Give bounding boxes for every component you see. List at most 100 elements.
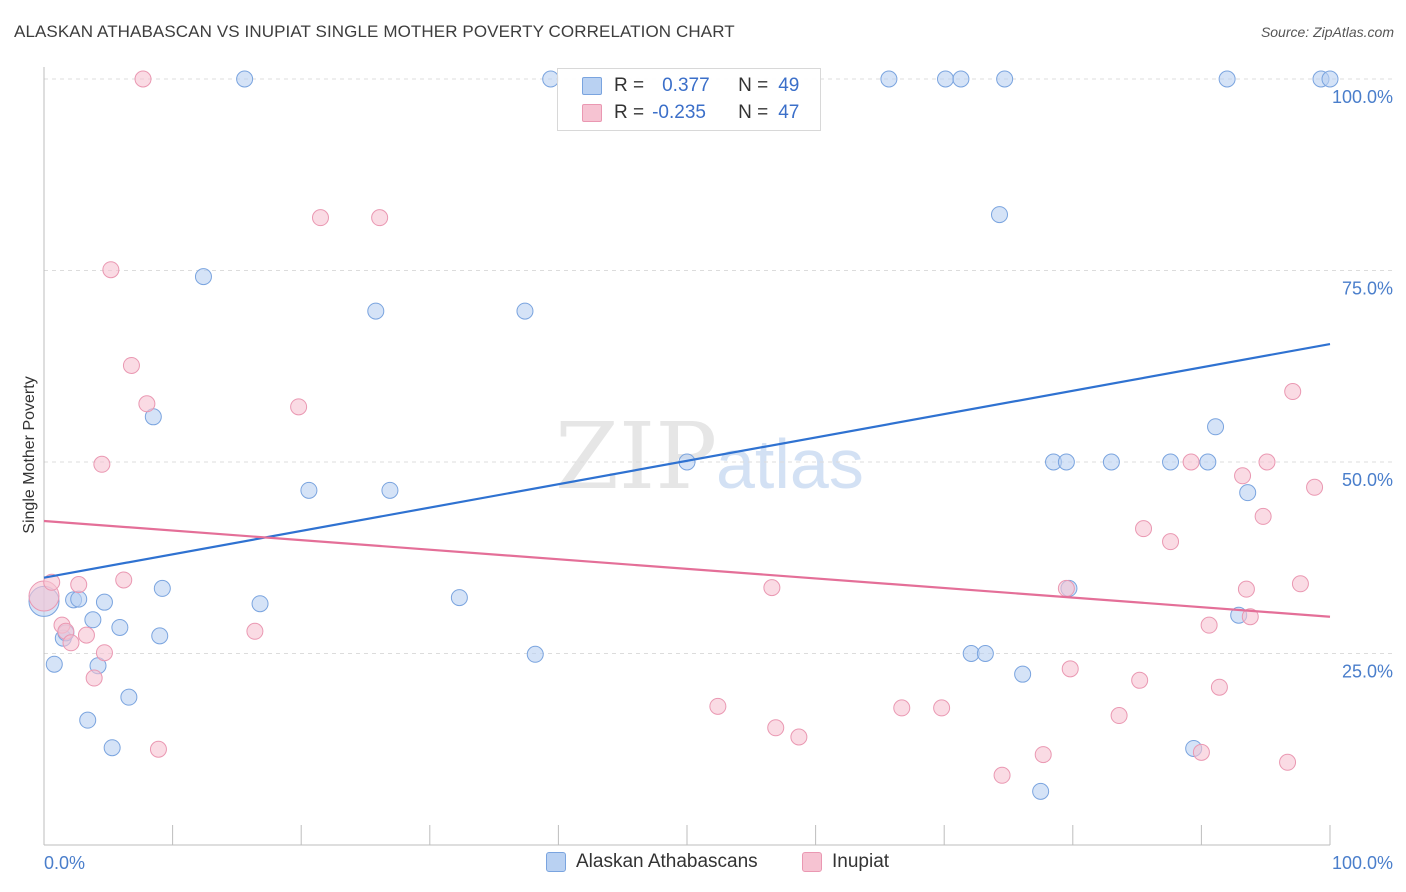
athabascan-point [990,206,1008,224]
correlation-legend: R = 0.377 N = 49 R = -0.235 N = 47 [557,68,821,131]
inupiat-point [371,209,389,227]
n-label: N = [738,75,769,96]
inupiat-point [1057,579,1075,597]
athabascan-point [1057,453,1075,471]
inupiat-point [1192,743,1210,761]
inupiat-point [1241,608,1259,626]
y-tick-label: 25.0% [1342,662,1393,682]
inupiat-point [1034,746,1052,764]
inupiat-point [246,622,264,640]
inupiat-point [1279,753,1297,771]
inupiat-point [763,579,781,597]
athabascan-point [120,688,138,706]
legend-label-athabascans: Alaskan Athabascans [576,851,758,872]
athabascan-point [300,481,318,499]
athabascan-point [70,590,88,608]
athabascan-point [1102,453,1120,471]
n-value: 47 [778,102,800,123]
inupiat-point [1162,533,1180,551]
athabascan-point [45,655,63,673]
n-value: 49 [778,75,800,96]
athabascan-point [1199,453,1217,471]
athabascan-point [1218,70,1236,88]
athabascan-trendline [43,342,1331,579]
athabascan-point [84,611,102,629]
inupiat-point [1291,575,1309,593]
athabascan-point [95,593,113,611]
athabascan-point [976,645,994,662]
inupiat-point [115,571,133,589]
legend-label-inupiat: Inupiat [832,851,890,872]
inupiat-point [149,740,167,758]
pink-swatch [582,104,602,122]
athabascan-point [936,70,954,88]
r-value: -0.235 [652,102,706,123]
legend-row-inupiat: R = -0.235 N = 47 [582,101,799,125]
inupiat-point [790,728,808,746]
x-tick-label-max: 100.0% [1332,853,1393,873]
athabascan-point [153,579,171,597]
y-tick-label: 75.0% [1342,279,1393,299]
athabascan-point [996,70,1014,88]
inupiat-point [993,766,1011,784]
inupiat-point [1210,678,1228,696]
inupiat-point [102,261,120,279]
blue-swatch [546,852,566,872]
athabascan-point [1162,453,1180,471]
inupiat-point [70,576,88,594]
athabascan-point [367,302,385,320]
inupiat-point [122,356,140,374]
athabascan-point [251,595,269,613]
inupiat-point [1258,453,1276,471]
athabascan-point [526,645,544,663]
source-label: Source: ZipAtlas.com [1260,24,1394,40]
y-tick-label: 50.0% [1342,470,1393,490]
inupiat-point [77,626,95,644]
inupiat-point [93,455,111,473]
athabascan-point [1014,665,1032,683]
inupiat-point [138,395,156,413]
inupiat-point [1131,671,1149,689]
inupiat-point [1284,383,1302,401]
inupiat-point [290,398,308,416]
blue-swatch [582,77,602,95]
inupiat-point [134,70,152,88]
inupiat-point [709,697,727,715]
inupiat-point [311,209,329,227]
athabascan-point [1032,782,1050,800]
athabascan-point [111,618,129,636]
y-axis-title: Single Mother Poverty [21,376,38,533]
legend-item-inupiat[interactable]: Inupiat [802,851,889,873]
athabascan-point [236,70,254,88]
inupiat-point [1135,520,1153,538]
x-tick-label-min: 0.0% [44,853,85,873]
athabascan-point [516,302,534,320]
legend-item-athabascans[interactable]: Alaskan Athabascans [546,851,758,873]
inupiat-trendline [43,519,1331,618]
athabascan-point [151,627,169,645]
athabascan-point [79,711,97,729]
athabascan-point [450,589,468,607]
athabascan-point [103,739,121,757]
inupiat-point [1110,707,1128,725]
inupiat-point [1237,580,1255,598]
legend-row-athabascan: R = 0.377 N = 49 [582,74,799,98]
y-tick-label: 100.0% [1332,87,1393,107]
inupiat-point [933,699,951,717]
watermark-atlas: atlas [716,425,864,503]
inupiat-point [62,634,80,652]
athabascan-point [1321,70,1339,88]
inupiat-point [43,573,61,591]
inupiat-point [85,669,103,687]
athabascan-point [381,481,399,499]
inupiat-point [1306,478,1324,496]
inupiat-point [1234,467,1252,485]
athabascan-point [1207,418,1225,436]
athabascan-point [194,268,212,286]
inupiat-point [1061,660,1079,678]
n-label: N = [738,102,769,123]
r-label: R = [614,75,645,96]
pink-swatch [802,852,822,872]
r-label: R = [614,102,645,123]
